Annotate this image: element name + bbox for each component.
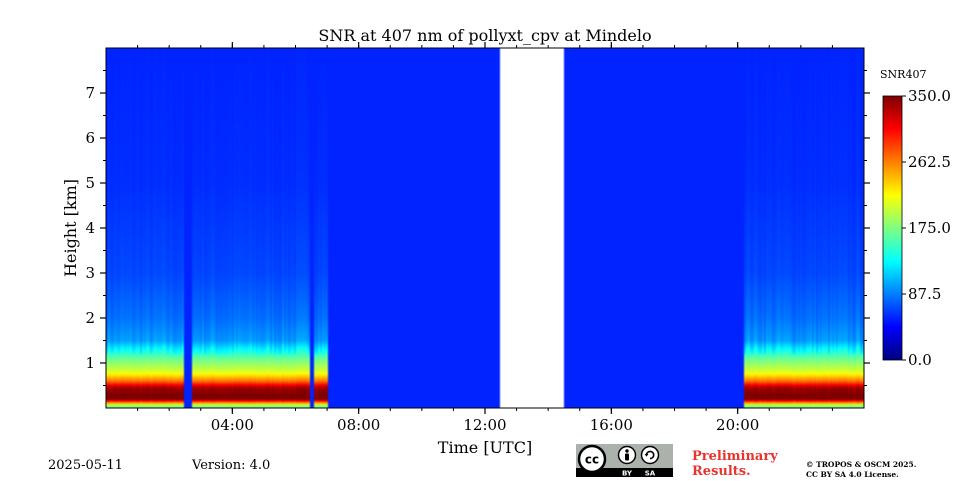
x-tick-label: 16:00	[590, 416, 633, 434]
colorbar-tick-label: 0.0	[908, 351, 932, 369]
y-tick-label: 5	[85, 174, 95, 192]
colorbar-tick-label: 350.0	[908, 87, 951, 105]
y-tick-label: 7	[85, 84, 95, 102]
copyright-line-1: © TROPOS & OSCM 2025.	[806, 460, 917, 469]
y-axis-label: Height [km]	[61, 179, 80, 277]
colorbar: SNR407 0.0 87.5 175.0 262.5 350.0	[880, 68, 951, 369]
y-axis: 1 2 3 4 5 6 7	[85, 70, 870, 386]
x-axis-label: Time [UTC]	[438, 438, 532, 457]
preliminary-line-2: Results.	[692, 464, 751, 479]
snr-heatmap	[106, 48, 864, 408]
copyright-line-2: CC BY SA 4.0 License.	[806, 470, 899, 479]
x-tick-label: 04:00	[211, 416, 254, 434]
x-tick-label: 20:00	[716, 416, 759, 434]
y-tick-label: 3	[85, 264, 95, 282]
plot-area	[105, 47, 865, 409]
cc-icon: cc	[577, 444, 607, 474]
x-tick-label: 12:00	[463, 416, 506, 434]
x-axis: 04:00 08:00 12:00 16:00 20:00	[137, 42, 833, 434]
y-tick-label: 4	[85, 219, 95, 237]
preliminary-line-1: Preliminary	[692, 449, 778, 464]
colorbar-ticks: 0.0 87.5 175.0 262.5 350.0	[902, 87, 951, 369]
y-tick-label: 6	[85, 129, 95, 147]
colorbar-label: SNR407	[880, 68, 926, 81]
colorbar-gradient	[883, 96, 902, 360]
copyright-note: © TROPOS & OSCM 2025. CC BY SA 4.0 Licen…	[806, 460, 916, 480]
cc-license-badge[interactable]: cc BY SA	[576, 444, 673, 478]
preliminary-results-note: Preliminary Results.	[692, 449, 778, 479]
badge-band	[576, 468, 673, 477]
colorbar-tick-label: 262.5	[908, 153, 951, 171]
x-tick-label: 08:00	[337, 416, 380, 434]
by-person-icon	[617, 445, 637, 465]
sa-share-icon	[640, 445, 660, 465]
colorbar-tick-label: 175.0	[908, 219, 951, 237]
y-tick-label: 2	[85, 309, 95, 327]
by-label: BY	[622, 470, 633, 478]
cc-text: cc	[585, 453, 599, 467]
chart-title: SNR at 407 nm of pollyxt_cpv at Mindelo	[318, 26, 651, 45]
footer-date: 2025-05-11	[48, 458, 123, 473]
colorbar-tick-label: 87.5	[908, 285, 941, 303]
footer-version: Version: 4.0	[192, 458, 271, 473]
y-tick-label: 1	[85, 354, 95, 372]
sa-label: SA	[645, 470, 656, 478]
